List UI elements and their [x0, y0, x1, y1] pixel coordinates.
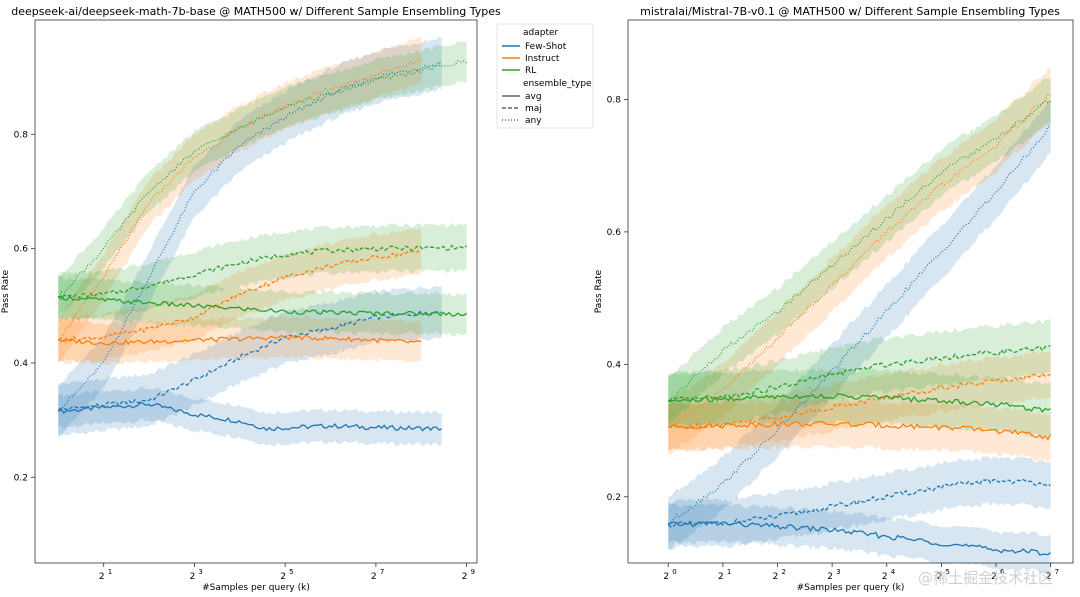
band-few-shot-maj	[668, 455, 1051, 551]
y-axis-label: Pass Rate	[594, 269, 604, 313]
legend-item-avg: avg	[502, 92, 542, 102]
series-lines	[667, 93, 1052, 556]
legend-label: avg	[525, 92, 542, 102]
y-tick-label: 0.2	[14, 473, 28, 483]
line-instruct-avg	[58, 334, 422, 346]
band-few-shot-avg	[58, 386, 442, 447]
legend-item-rl: RL	[502, 66, 536, 76]
x-tick-label: 2	[882, 572, 888, 582]
line-instruct-maj	[57, 250, 422, 343]
plot-frame	[34, 19, 478, 564]
y-tick-label: 0.8	[14, 130, 29, 140]
line-few-shot-maj	[58, 310, 442, 411]
band-few-shot-any	[58, 36, 442, 438]
legend-item-instruct: Instruct	[502, 54, 560, 64]
x-tick-label: 2	[991, 572, 997, 582]
line-few-shot-any	[668, 126, 1051, 524]
y-axis-ticks: 0.2 0.4 0.6 0.8	[607, 95, 628, 503]
legend-item-few-shot: Few-Shot	[502, 42, 567, 52]
x-tick-exponent: 1	[108, 568, 112, 576]
band-instruct-any	[58, 36, 422, 363]
x-axis-label: #Samples per query (k)	[797, 583, 905, 593]
legend: adapter Few-Shot Instruct RL ensemble_ty…	[496, 23, 594, 129]
line-rl-maj	[668, 345, 1051, 403]
x-tick-label: 2	[99, 572, 105, 582]
legend-header-ensemble-type: ensemble_type	[523, 79, 592, 89]
band-few-shot-avg	[668, 503, 1051, 574]
line-few-shot-avg	[57, 401, 442, 432]
chart-deepseek: deepseek-ai/deepseek-math-7b-base @ MATH…	[1, 5, 501, 593]
x-tick-label: 2	[1046, 572, 1052, 582]
y-axis-ticks: 0.2 0.4 0.6 0.8	[14, 130, 35, 483]
line-rl-avg	[58, 295, 467, 317]
x-tick-label: 2	[371, 572, 377, 582]
legend-box	[496, 23, 594, 129]
x-tick-exponent: 3	[198, 568, 202, 576]
band-instruct-avg	[668, 398, 1051, 463]
y-tick-label: 0.4	[14, 359, 29, 369]
line-rl-any	[57, 60, 467, 298]
y-tick-label: 0.6	[607, 228, 622, 238]
band-rl-any	[668, 77, 1051, 424]
line-few-shot-maj	[667, 478, 1051, 528]
y-tick-label: 0.4	[607, 360, 622, 370]
legend-header-adapter: adapter	[523, 28, 559, 38]
x-tick-label: 2	[663, 572, 669, 582]
x-tick-label: 2	[190, 572, 196, 582]
x-axis-label: #Samples per query (k)	[202, 583, 310, 593]
chart-title: mistralai/Mistral-7B-v0.1 @ MATH500 w/ D…	[640, 5, 1060, 18]
x-tick-exponent: 5	[945, 568, 949, 576]
y-tick-label: 0.6	[14, 245, 29, 255]
legend-label: maj	[525, 104, 542, 114]
legend-item-maj: maj	[502, 104, 542, 114]
band-few-shot-any	[668, 100, 1051, 550]
line-instruct-maj	[668, 373, 1051, 429]
band-instruct-any	[668, 67, 1051, 455]
x-tick-exponent: 6	[1000, 568, 1005, 576]
x-tick-exponent: 9	[471, 568, 475, 576]
band-instruct-maj	[58, 228, 422, 365]
line-rl-avg	[668, 393, 1051, 413]
y-axis-label: Pass Rate	[1, 269, 11, 313]
legend-label: any	[525, 116, 542, 126]
series-lines	[57, 58, 467, 432]
legend-item-any: any	[502, 116, 542, 126]
x-tick-label: 2	[773, 572, 779, 582]
x-tick-exponent: 7	[380, 568, 384, 576]
band-rl-any	[58, 40, 467, 318]
x-tick-exponent: 0	[672, 568, 676, 576]
x-tick-exponent: 4	[891, 568, 896, 576]
x-tick-label: 2	[280, 572, 286, 582]
band-rl-maj	[668, 319, 1051, 428]
x-tick-exponent: 7	[1055, 568, 1059, 576]
x-tick-exponent: 2	[782, 568, 786, 576]
legend-label: Instruct	[525, 54, 560, 64]
legend-label: RL	[525, 66, 536, 76]
x-tick-label: 2	[937, 572, 943, 582]
x-tick-label: 2	[827, 572, 833, 582]
band-rl-maj	[58, 222, 467, 322]
y-tick-label: 0.8	[607, 95, 622, 105]
line-rl-maj	[57, 244, 467, 300]
band-rl-avg	[58, 276, 467, 336]
x-tick-label: 2	[462, 572, 468, 582]
chart-title: deepseek-ai/deepseek-math-7b-base @ MATH…	[11, 5, 501, 18]
x-tick-label: 2	[718, 572, 724, 582]
y-tick-label: 0.2	[607, 493, 621, 503]
confidence-bands	[58, 36, 467, 447]
watermark: @稀土掘金技术社区	[918, 569, 1053, 587]
confidence-bands	[668, 67, 1051, 574]
x-tick-exponent: 5	[289, 568, 293, 576]
x-tick-exponent: 3	[836, 568, 840, 576]
x-tick-exponent: 1	[727, 568, 731, 576]
chart-mistral: mistralai/Mistral-7B-v0.1 @ MATH500 w/ D…	[594, 5, 1074, 593]
band-rl-avg	[668, 367, 1051, 439]
plot-frame	[627, 19, 1074, 564]
legend-label: Few-Shot	[525, 42, 567, 52]
